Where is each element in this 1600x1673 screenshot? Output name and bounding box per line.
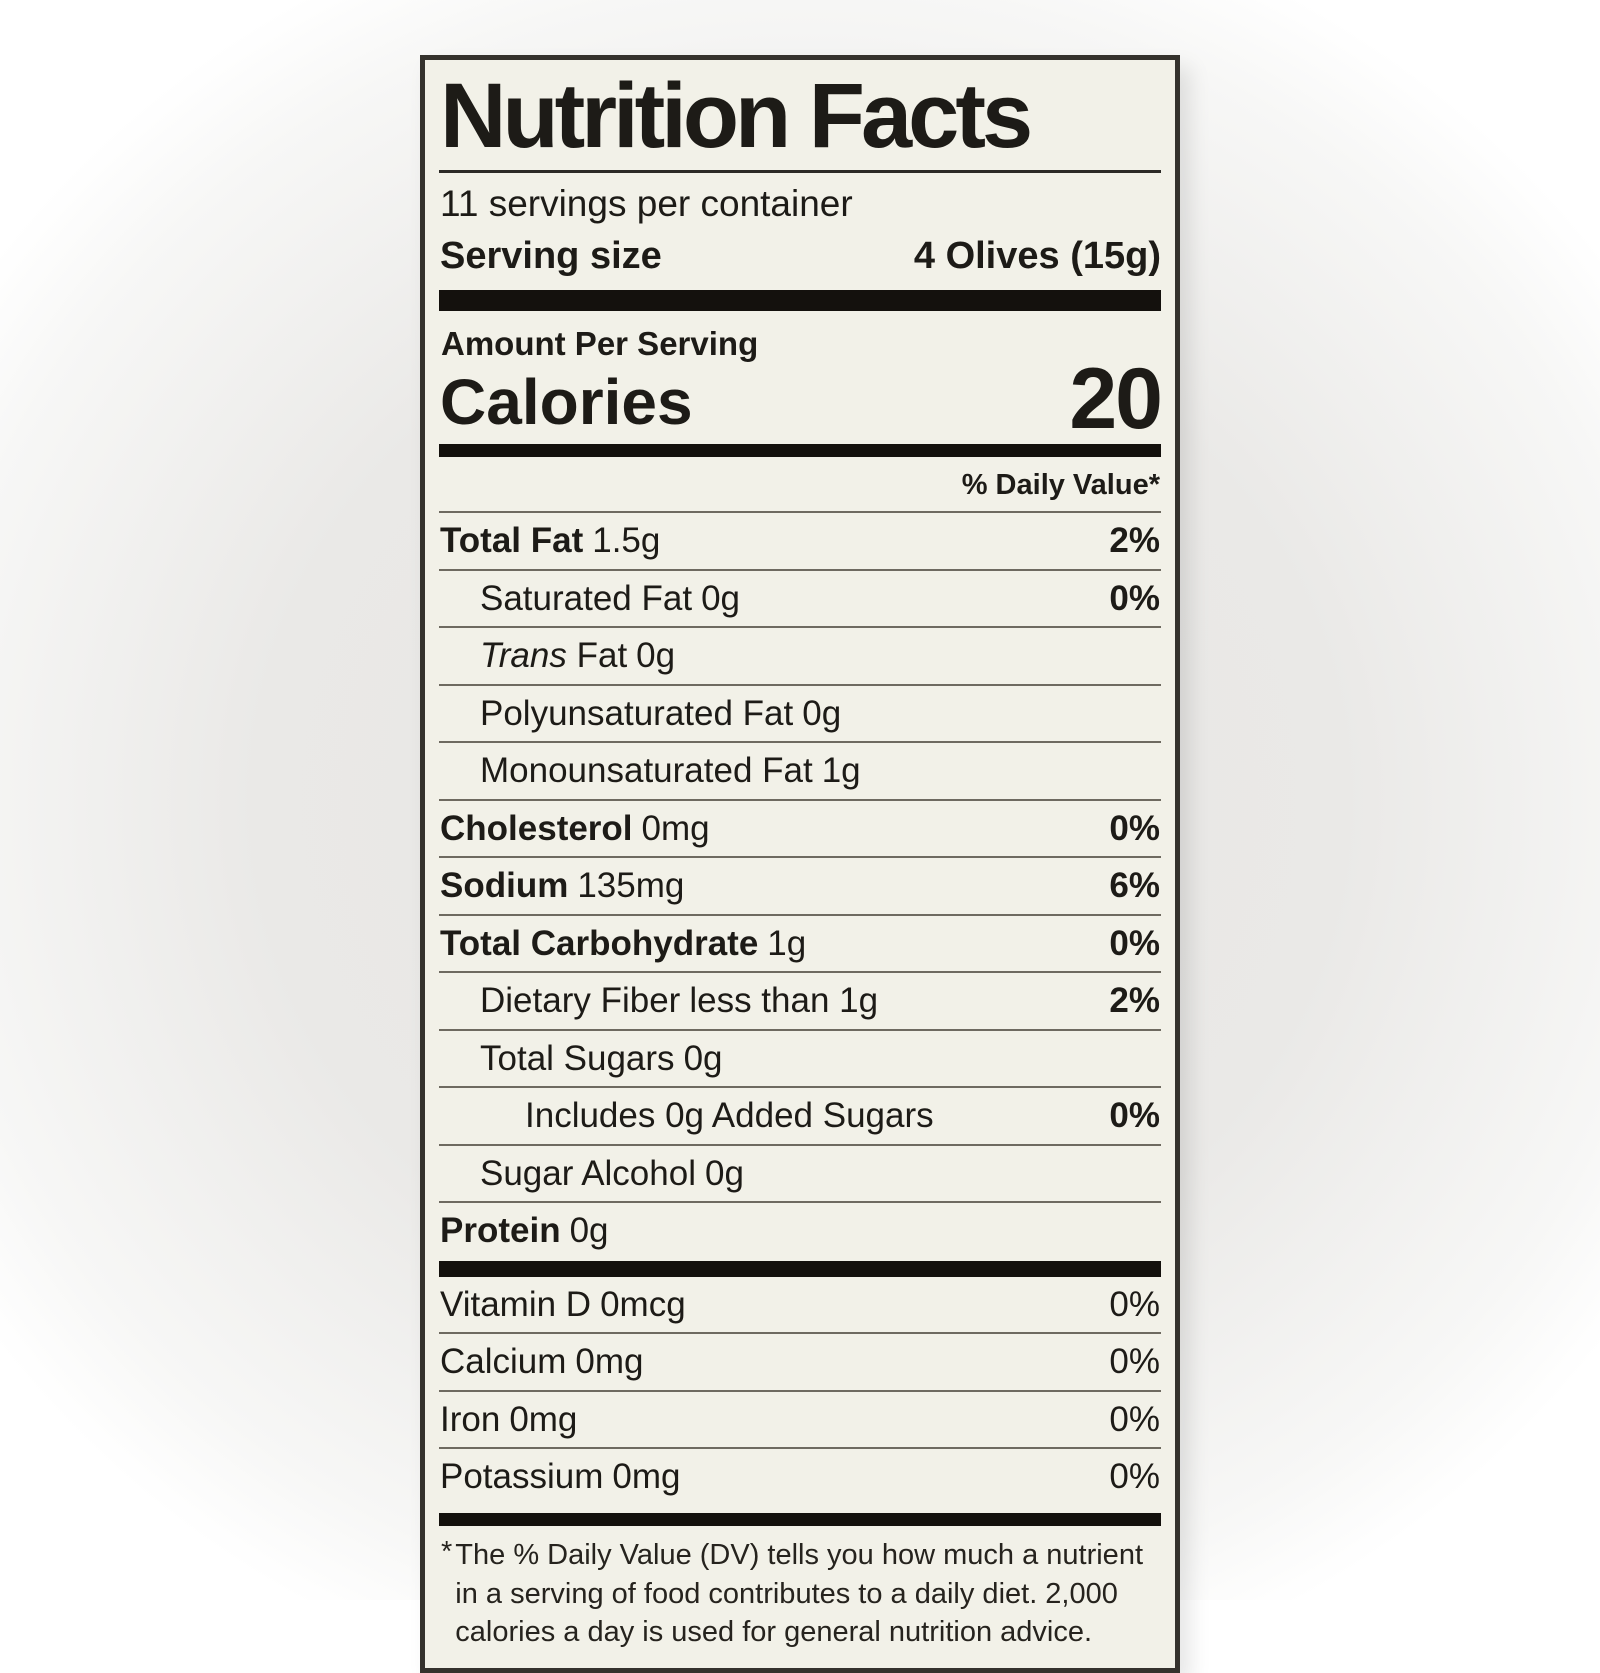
nutrient-daily-value: 0%: [1109, 1342, 1160, 1382]
nutrient-daily-value: 6%: [1109, 866, 1160, 906]
nutrient-row: Vitamin D 0mcg 0%: [439, 1277, 1161, 1335]
nutrient-row: Saturated Fat 0g 0%: [439, 571, 1161, 629]
nutrient-row: Calcium 0mg 0%: [439, 1334, 1161, 1392]
serving-size-value: 4 Olives (15g): [913, 235, 1161, 278]
nutrient-row: Monounsaturated Fat 1g: [439, 743, 1161, 801]
nutrient-amount: 1g: [767, 923, 807, 963]
nutrient-daily-value: 0%: [1109, 1096, 1160, 1136]
nutrient-daily-value: 2%: [1109, 521, 1160, 561]
nutrient-name: Trans Fat 0g: [480, 636, 676, 676]
nutrient-name: Cholesterol 0mg: [440, 808, 710, 848]
serving-size-label: Serving size: [440, 235, 662, 278]
nutrient-row: Dietary Fiber less than 1g 2%: [439, 973, 1161, 1031]
nutrient-row: Total Fat 1.5g 2%: [439, 513, 1161, 571]
daily-value-header: % Daily Value*: [439, 457, 1161, 514]
servings-per-container: 11 servings per container: [440, 182, 853, 224]
calories-label: Calories: [440, 365, 693, 438]
nutrient-daily-value: 0%: [1109, 1457, 1160, 1497]
nutrient-name: Saturated Fat 0g: [480, 578, 741, 618]
nutrient-amount: 0g: [802, 693, 842, 733]
nutrient-row: Sodium 135mg 6%: [439, 858, 1161, 916]
nutrient-name: Total Fat 1.5g: [440, 521, 661, 561]
nutrient-name: Iron 0mg: [440, 1399, 578, 1439]
nutrient-daily-value: 2%: [1109, 981, 1160, 1021]
nutrient-name: Sodium 135mg: [440, 866, 685, 906]
calories-value: 20: [1069, 351, 1163, 448]
nutrient-amount: 1g: [821, 751, 861, 791]
nutrient-name: Polyunsaturated Fat 0g: [480, 693, 842, 733]
title-divider: [439, 169, 1161, 173]
nutrient-row: Protein 0g: [439, 1203, 1161, 1259]
divider-thick-vitamins: [439, 1260, 1161, 1277]
nutrient-row: Sugar Alcohol 0g: [439, 1146, 1161, 1204]
nutrient-amount: 0mg: [575, 1342, 644, 1382]
label-title: Nutrition Facts: [440, 65, 1033, 167]
nutrient-row: Iron 0mg 0%: [439, 1392, 1161, 1450]
nutrient-amount: 0mg: [612, 1457, 681, 1497]
nutrient-name: Vitamin D 0mcg: [440, 1284, 686, 1324]
nutrient-amount: 0g: [636, 636, 676, 676]
nutrient-amount: 0mg: [641, 808, 710, 848]
nutrient-amount: 0mcg: [600, 1284, 686, 1324]
nutrient-daily-value: 0%: [1109, 578, 1160, 618]
nutrient-name: Monounsaturated Fat 1g: [480, 751, 861, 791]
nutrient-name: Dietary Fiber less than 1g: [480, 981, 879, 1021]
nutrient-daily-value: 0%: [1109, 923, 1160, 963]
nutrient-daily-value: 0%: [1109, 1284, 1160, 1324]
divider-medium-footnote: [439, 1512, 1161, 1526]
nutrient-amount: less than 1g: [689, 981, 879, 1021]
nutrient-row: Cholesterol 0mg 0%: [439, 801, 1161, 859]
nutrient-amount: 1.5g: [592, 521, 661, 561]
nutrition-facts-label: Nutrition Facts 11 servings per containe…: [420, 55, 1180, 1673]
nutrient-name: Protein 0g: [440, 1211, 609, 1251]
nutrient-amount: 0g: [683, 1038, 723, 1078]
amount-per-serving-label: Amount Per Serving: [441, 325, 759, 363]
nutrient-row: Trans Fat 0g: [439, 628, 1161, 686]
nutrient-row: Potassium 0mg 0%: [439, 1449, 1161, 1505]
nutrient-name: Total Sugars 0g: [480, 1038, 723, 1078]
nutrient-amount: 0g: [704, 1153, 744, 1193]
daily-value-footnote: * The % Daily Value (DV) tells you how m…: [439, 1526, 1161, 1655]
nutrient-name: Calcium 0mg: [440, 1342, 644, 1382]
nutrient-row: Polyunsaturated Fat 0g: [439, 686, 1161, 744]
calories-row: Calories 20: [440, 351, 1163, 448]
nutrient-name: Includes 0g Added Sugars: [525, 1096, 934, 1136]
divider-thick-top: [439, 290, 1161, 312]
nutrient-name: Total Carbohydrate 1g: [440, 923, 807, 963]
vitamin-rows-section: Vitamin D 0mcg 0% Calcium 0mg 0% Iron 0mg 0% Pota…: [439, 1277, 1161, 1505]
divider-medium-calories: [439, 444, 1161, 458]
nutrient-amount: 135mg: [577, 866, 685, 906]
nutrient-row: Includes 0g Added Sugars 0%: [439, 1088, 1161, 1146]
nutrient-daily-value: 0%: [1109, 808, 1160, 848]
nutrient-row: Total Sugars 0g: [439, 1031, 1161, 1089]
footnote-asterisk: *: [441, 1535, 453, 1568]
nutrient-name: Sugar Alcohol 0g: [480, 1153, 744, 1193]
nutrient-amount: 0mg: [509, 1399, 578, 1439]
footnote-text: The % Daily Value (DV) tells you how muc…: [455, 1538, 1143, 1649]
nutrient-row: Total Carbohydrate 1g 0%: [439, 916, 1161, 974]
nutrient-name: Potassium 0mg: [440, 1457, 681, 1497]
serving-size-row: Serving size 4 Olives (15g): [440, 235, 1161, 278]
nutrient-amount: 0g: [569, 1211, 609, 1251]
nutrient-daily-value: 0%: [1109, 1399, 1160, 1439]
nutrient-amount: 0g: [701, 578, 741, 618]
nutrient-rows-section: Total Fat 1.5g 2% Saturated Fat 0g 0% Trans Fa…: [439, 513, 1161, 1259]
